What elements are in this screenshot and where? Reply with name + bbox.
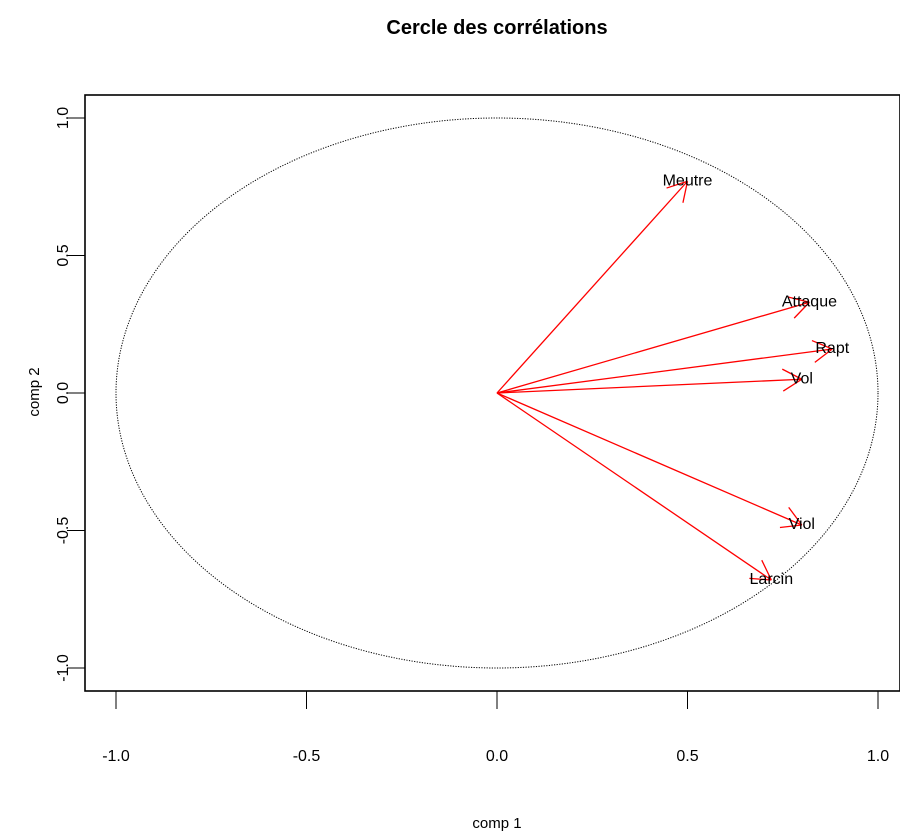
x-axis: -1.0 -0.5 0.0 0.5 1.0: [102, 690, 889, 765]
arrow-head-vol: [782, 378, 803, 392]
arrow-vol: [496, 368, 803, 394]
y-tick-label: 1.0: [55, 107, 72, 129]
arrow-head-rapt: [811, 339, 833, 350]
arrow-head-viol: [779, 524, 802, 529]
arrow-larcin: [496, 392, 772, 581]
variable-label-viol: Viol: [789, 516, 815, 533]
arrow-head-larcin: [749, 577, 772, 581]
arrow-viol: [496, 392, 803, 529]
arrow-head-attaque: [793, 301, 810, 319]
arrow-shaft-larcin: [496, 392, 772, 581]
y-axis: -1.0 -0.5 0.0 0.5 1.0: [55, 107, 86, 682]
arrow-head-vol: [781, 368, 803, 380]
arrow-shaft-rapt: [496, 348, 833, 394]
y-tick-label: -1.0: [55, 654, 72, 682]
x-tick-label: -0.5: [293, 748, 321, 765]
arrow-head-meutre: [666, 180, 688, 189]
arrow-head-attaque: [787, 296, 810, 303]
arrow-shaft-attaque: [496, 301, 810, 394]
arrow-shaft-meutre: [496, 180, 688, 394]
arrow-attaque: [496, 296, 810, 394]
variable-arrows: [496, 180, 833, 581]
variable-label-attaque: Attaque: [782, 293, 837, 310]
variable-label-rapt: Rapt: [815, 340, 849, 357]
x-tick-label: -1.0: [102, 748, 130, 765]
arrow-shaft-viol: [496, 392, 803, 526]
arrow-head-rapt: [814, 348, 833, 363]
x-tick-label: 0.5: [676, 748, 698, 765]
unit-circle: [115, 117, 879, 669]
x-axis-title: comp 1: [472, 815, 521, 832]
variable-label-larcin: Larcin: [750, 571, 794, 588]
correlation-circle: [115, 117, 879, 669]
arrow-rapt: [496, 339, 833, 394]
arrow-head-meutre: [682, 181, 689, 203]
arrow-shaft-vol: [496, 378, 802, 394]
y-axis-title: comp 2: [26, 367, 43, 416]
x-tick-label: 0.0: [486, 748, 508, 765]
variable-label-vol: Vol: [791, 370, 813, 387]
arrow-meutre: [496, 180, 689, 394]
plot-frame: [84, 94, 900, 692]
x-tick-label: 1.0: [867, 748, 889, 765]
chart-title: Cercle des corrélations: [386, 17, 607, 39]
arrow-head-larcin: [761, 559, 772, 581]
variable-label-meutre: Meutre: [663, 172, 713, 189]
y-tick-label: -0.5: [55, 517, 72, 545]
arrow-head-viol: [788, 506, 803, 526]
y-tick-label: 0.5: [55, 244, 72, 266]
y-tick-label: 0.0: [55, 382, 72, 404]
